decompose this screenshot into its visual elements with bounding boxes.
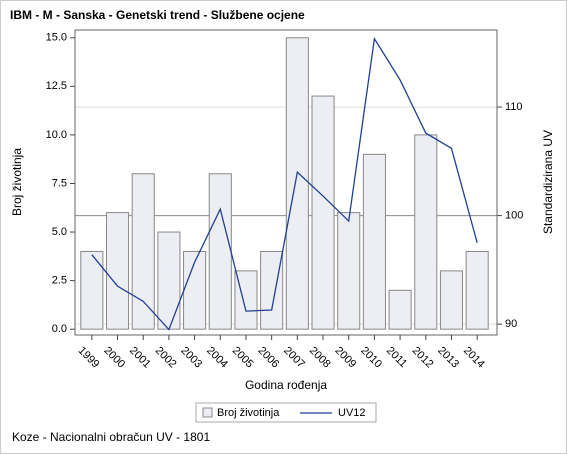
line	[91, 36, 478, 331]
y-tick-label: 15.0	[46, 32, 67, 44]
bar	[234, 270, 258, 330]
y-tick-label: 0.0	[52, 323, 67, 335]
bar	[131, 173, 155, 330]
bar	[362, 153, 386, 330]
y-axis-label: Broj životinja	[10, 148, 24, 216]
legend-swatch	[202, 407, 213, 418]
y-tick-label: 5.0	[52, 226, 67, 238]
chart-title: IBM - M - Sanska - Genetski trend - Služ…	[10, 8, 305, 22]
y2-axis-label: Standardizirana UV	[541, 130, 555, 234]
bar	[208, 173, 232, 330]
bar	[414, 134, 438, 330]
bar	[285, 37, 309, 330]
y2-tick-label: 100	[505, 210, 523, 222]
bar	[465, 250, 489, 330]
y-tick-label: 2.5	[52, 275, 67, 287]
x-axis-label: Godina rođenja	[245, 378, 327, 392]
bar	[260, 250, 284, 330]
y2-tick-label: 90	[505, 318, 517, 330]
plot-frame	[74, 29, 498, 336]
bar	[311, 95, 335, 330]
bar	[388, 289, 412, 330]
bar	[105, 212, 130, 330]
y-tick-label: 7.5	[52, 177, 67, 189]
legend-label: Broj životinja	[217, 407, 280, 419]
bar	[157, 231, 181, 330]
bar	[337, 212, 361, 330]
bar	[80, 250, 104, 330]
legend-label: UV12	[338, 407, 366, 419]
y-tick-label: 12.5	[46, 80, 67, 92]
footnote: Koze - Nacionalni obračun UV - 1801	[12, 430, 210, 444]
y2-tick-label: 110	[505, 101, 523, 113]
y-tick-label: 10.0	[46, 129, 67, 141]
legend-box	[195, 402, 377, 423]
bar	[439, 270, 464, 330]
